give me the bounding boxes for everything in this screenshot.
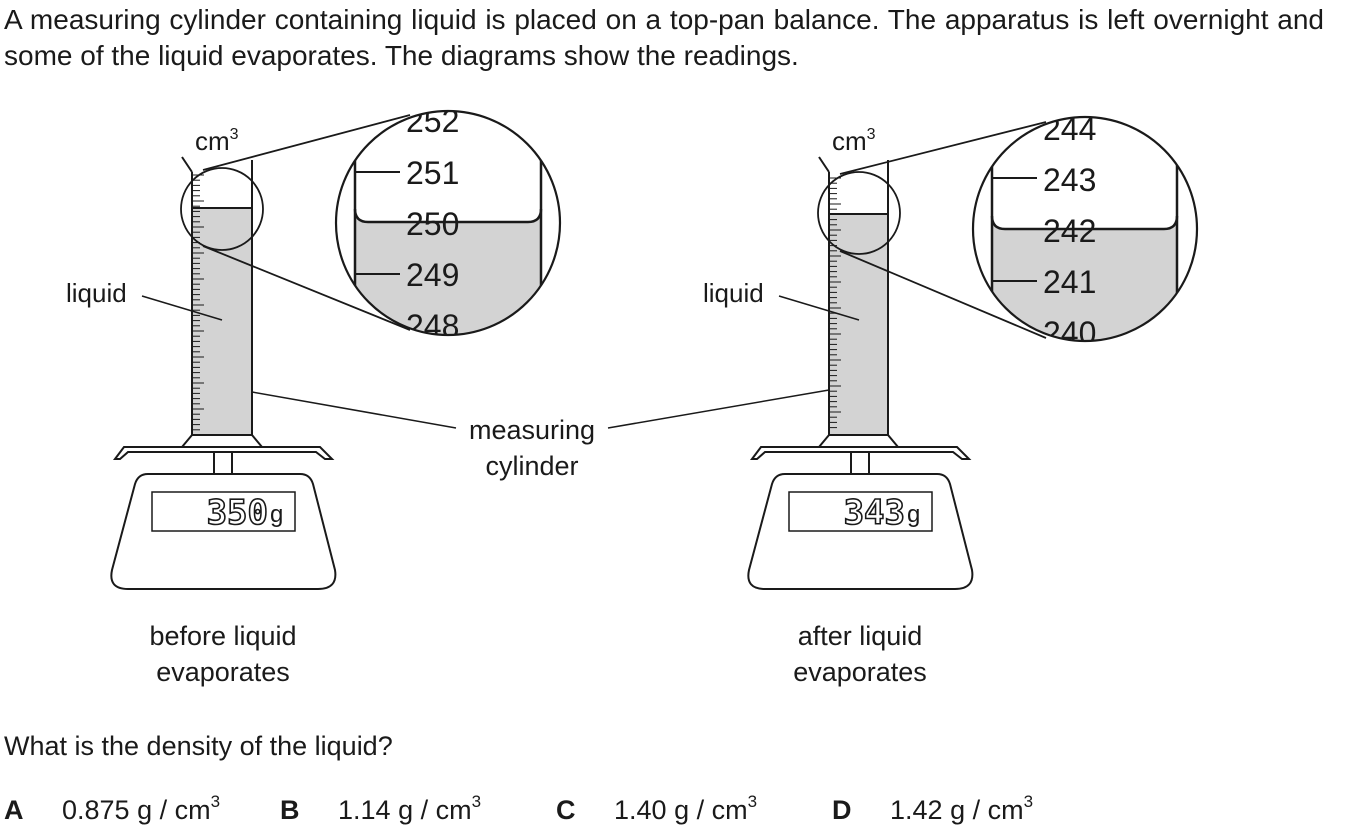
- answer-options: A 0.875 g / cm3 B 1.14 g / cm3 C 1.40 g / c…: [4, 790, 1304, 830]
- option-b-value: 1.14: [338, 795, 391, 825]
- after-tick-241: 241: [1043, 264, 1096, 300]
- option-b-letter: B: [280, 790, 338, 830]
- before-caption-line2: evaporates: [156, 657, 290, 687]
- option-c-value: 1.40: [614, 795, 667, 825]
- after-tick-243: 243: [1043, 162, 1096, 198]
- option-a-value: 0.875: [62, 795, 130, 825]
- before-unit-g: g: [270, 501, 283, 528]
- after-cm3-label: cm3: [832, 126, 876, 156]
- before-tick-248: 248: [406, 308, 459, 344]
- option-d-exp: 3: [1024, 792, 1033, 811]
- measuring-cylinder-label-line2: cylinder: [485, 451, 578, 481]
- before-tick-249: 249: [406, 257, 459, 293]
- before-liquid-label: liquid: [66, 278, 127, 308]
- after-caption-line1: after liquid: [798, 621, 923, 651]
- after-unit-g: g: [907, 501, 920, 528]
- after-caption-line2: evaporates: [793, 657, 927, 687]
- after-liquid-label: liquid: [703, 278, 764, 308]
- option-a[interactable]: A 0.875 g / cm3: [4, 790, 220, 830]
- before-caption-line1: before liquid: [149, 621, 296, 651]
- option-d-unit: g / cm: [950, 795, 1024, 825]
- option-b-unit: g / cm: [398, 795, 472, 825]
- option-d-letter: D: [832, 790, 890, 830]
- after-tick-240: 240: [1043, 315, 1096, 351]
- option-d-value: 1.42: [890, 795, 943, 825]
- before-tick-250: 250: [406, 206, 459, 242]
- after-tick-242: 242: [1043, 213, 1096, 249]
- before-zoom-view: 252 251 250 249 248: [336, 103, 560, 344]
- measuring-cylinder-label-line1: measuring: [469, 415, 595, 445]
- option-b-exp: 3: [472, 792, 481, 811]
- question-text: What is the density of the liquid?: [4, 728, 393, 764]
- option-b[interactable]: B 1.14 g / cm3: [280, 790, 481, 830]
- before-cm3-label: cm3: [195, 126, 239, 156]
- after-zoom-view: 244 243 242 241 240: [973, 111, 1197, 351]
- before-scale-reading: 350: [207, 493, 268, 533]
- option-a-unit: g / cm: [137, 795, 211, 825]
- option-a-exp: 3: [211, 792, 220, 811]
- option-d[interactable]: D 1.42 g / cm3: [832, 790, 1033, 830]
- option-c-unit: g / cm: [674, 795, 748, 825]
- apparatus-diagram: 350 g cm3 liquid 252 251 250 249 248 bef: [0, 0, 1355, 720]
- before-apparatus: 350 g cm3 liquid 252 251 250 249 248 bef: [66, 103, 560, 687]
- option-a-letter: A: [4, 790, 62, 830]
- option-c[interactable]: C 1.40 g / cm3: [556, 790, 757, 830]
- before-tick-252: 252: [406, 103, 459, 139]
- option-c-letter: C: [556, 790, 614, 830]
- option-c-exp: 3: [748, 792, 757, 811]
- measuring-cylinder-callout: measuring cylinder: [252, 390, 829, 481]
- before-liquid-column: [192, 208, 252, 435]
- before-tick-251: 251: [406, 155, 459, 191]
- after-scale-reading: 343: [844, 493, 905, 533]
